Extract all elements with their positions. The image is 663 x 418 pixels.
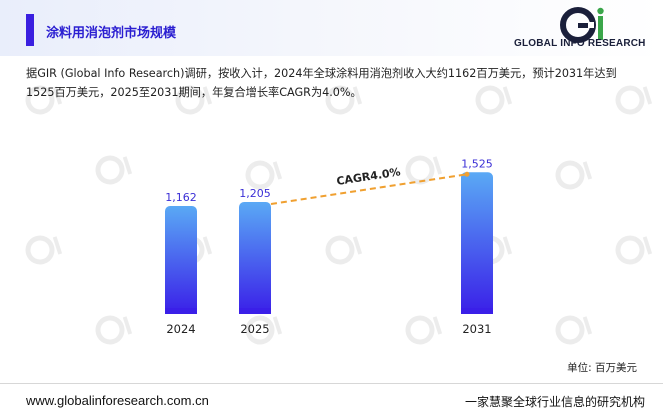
bar-base-2025 — [239, 308, 271, 314]
bar-base-2031 — [461, 308, 493, 314]
tick-label-2024: 2024 — [166, 322, 195, 336]
tick-label-2031: 2031 — [462, 322, 491, 336]
bar-base-2024 — [165, 308, 197, 314]
company-logo-icon — [560, 7, 604, 43]
unit-label: 单位: 百万美元 — [567, 362, 637, 374]
cagr-trend-line — [270, 173, 468, 205]
bar-chart: 1,162 2024 1,205 2025 1,525 2031 CAGR4.0% — [165, 157, 493, 336]
description-text: 据GIR (Global Info Research)调研，按收入计，2024年… — [26, 67, 617, 99]
title-accent-bar — [26, 14, 34, 46]
value-label-2031: 1,525 — [461, 157, 493, 170]
bar-2025 — [239, 202, 271, 314]
value-label-2025: 1,205 — [239, 187, 271, 200]
page-title: 涂料用消泡剂市场规模 — [46, 26, 177, 41]
bar-2024 — [165, 206, 197, 314]
tick-label-2025: 2025 — [240, 322, 269, 336]
footer-slogan: 一家慧聚全球行业信息的研究机构 — [464, 395, 645, 409]
value-label-2024: 1,162 — [165, 191, 197, 204]
logo-text: GLOBAL INFO RESEARCH — [514, 38, 646, 49]
header-band — [0, 0, 663, 56]
bar-2031 — [461, 172, 493, 314]
footer-website-link[interactable]: www.globalinforesearch.com.cn — [26, 393, 209, 408]
cagr-annotation: CAGR4.0% — [336, 165, 402, 188]
cagr-arrow-icon — [464, 171, 470, 177]
footer-divider — [0, 383, 663, 384]
